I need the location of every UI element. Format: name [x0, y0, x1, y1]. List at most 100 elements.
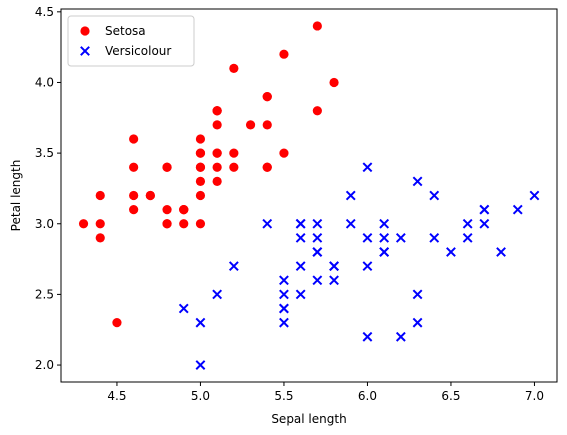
data-point-versicolour: [379, 247, 390, 257]
x-axis-label: Sepal length: [271, 412, 346, 426]
data-point-versicolour: [295, 218, 306, 229]
data-point-setosa: [262, 162, 272, 172]
data-point-versicolour: [262, 218, 273, 229]
data-point-versicolour: [479, 204, 490, 215]
data-point-setosa: [95, 233, 105, 243]
data-point-setosa: [312, 21, 322, 31]
data-point-setosa: [212, 120, 222, 130]
data-point-setosa: [129, 134, 139, 144]
data-point-setosa: [195, 134, 206, 144]
data-point-versicolour: [312, 218, 323, 229]
plot-area: [78, 21, 540, 370]
data-point-setosa: [195, 190, 206, 201]
y-axis-label: Petal length: [9, 160, 23, 232]
legend-marker-versicolour: [80, 46, 90, 56]
data-point-setosa: [195, 176, 206, 186]
data-point-versicolour: [312, 232, 323, 243]
data-point-versicolour: [429, 232, 440, 243]
data-point-setosa: [162, 162, 172, 172]
data-point-versicolour: [312, 247, 323, 257]
data-point-versicolour: [195, 317, 206, 328]
legend-label-setosa: Setosa: [105, 24, 146, 38]
data-point-setosa: [245, 120, 256, 130]
axes: 4.5 5.0 5.5 6.0 6.5 7.0 2.0 2.5 3.0 3.5 4.0 4.5 Sepa…: [9, 5, 558, 426]
data-point-versicolour: [479, 218, 490, 229]
legend-label-versicolour: Versicolour: [105, 44, 171, 58]
data-point-versicolour: [295, 289, 306, 300]
data-point-versicolour: [512, 204, 523, 215]
y-tick-label: 2.0: [35, 358, 54, 372]
data-point-versicolour: [329, 275, 339, 286]
y-tick-label: 4.0: [35, 75, 54, 89]
y-tick-label: 4.5: [35, 5, 54, 19]
x-tick-label: 7.0: [525, 389, 544, 403]
data-point-versicolour: [212, 289, 223, 300]
data-point-setosa: [162, 205, 172, 215]
data-point-setosa: [195, 219, 206, 229]
data-point-setosa: [179, 205, 189, 215]
data-point-versicolour: [379, 232, 390, 243]
data-point-setosa: [262, 91, 272, 102]
data-point-setosa: [179, 219, 189, 229]
data-point-setosa: [262, 120, 272, 130]
data-point-versicolour: [178, 303, 189, 314]
data-point-setosa: [95, 219, 105, 229]
data-point-versicolour: [345, 218, 356, 229]
data-point-versicolour: [446, 247, 456, 257]
data-point-versicolour: [462, 218, 473, 229]
x-tick-label: 5.5: [274, 389, 293, 403]
data-point-versicolour: [412, 176, 423, 187]
data-point-setosa: [212, 148, 222, 158]
data-point-versicolour: [362, 331, 373, 342]
data-point-versicolour: [362, 261, 373, 272]
data-point-setosa: [145, 190, 155, 201]
data-point-versicolour: [412, 317, 423, 328]
data-point-versicolour: [496, 247, 506, 257]
data-point-versicolour: [295, 261, 306, 272]
data-point-versicolour: [395, 331, 406, 342]
legend-marker-setosa: [80, 26, 90, 36]
data-point-setosa: [95, 190, 105, 201]
data-point-setosa: [212, 106, 222, 116]
data-point-setosa: [195, 148, 206, 158]
data-point-versicolour: [279, 275, 289, 286]
data-point-versicolour: [295, 232, 306, 243]
x-tick-label: 5.0: [191, 389, 210, 403]
data-point-setosa: [229, 63, 239, 73]
data-point-setosa: [129, 162, 139, 172]
data-point-setosa: [129, 190, 139, 201]
data-point-setosa: [212, 176, 222, 186]
axes-frame: [60, 8, 558, 383]
data-point-versicolour: [412, 289, 423, 300]
data-point-versicolour: [362, 162, 373, 173]
x-tick-label: 6.5: [441, 389, 460, 403]
data-point-setosa: [78, 219, 89, 229]
x-tick-label: 6.0: [358, 389, 377, 403]
data-point-setosa: [212, 162, 222, 172]
data-point-setosa: [229, 148, 239, 158]
data-point-versicolour: [529, 190, 540, 201]
data-point-setosa: [129, 205, 139, 215]
data-point-versicolour: [279, 289, 289, 300]
legend-box: [67, 15, 195, 67]
data-point-versicolour: [228, 261, 239, 272]
data-point-setosa: [279, 49, 289, 59]
data-point-versicolour: [379, 218, 390, 229]
data-point-setosa: [279, 148, 289, 158]
data-point-setosa: [112, 318, 122, 328]
data-point-versicolour: [195, 360, 206, 370]
data-point-versicolour: [462, 232, 473, 243]
data-point-setosa: [195, 162, 206, 172]
data-point-setosa: [312, 106, 322, 116]
data-point-setosa: [329, 77, 339, 88]
data-point-setosa: [229, 162, 239, 172]
data-point-versicolour: [395, 232, 406, 243]
data-point-setosa: [162, 219, 172, 229]
y-tick-label: 3.5: [35, 146, 54, 160]
data-point-versicolour: [279, 303, 289, 314]
data-point-versicolour: [345, 190, 356, 201]
y-tick-label: 3.0: [35, 217, 54, 231]
data-point-versicolour: [429, 190, 440, 201]
